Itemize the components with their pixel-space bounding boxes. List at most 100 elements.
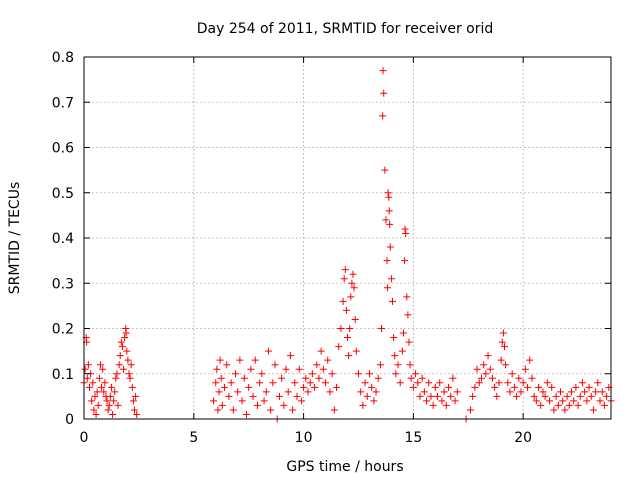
data-point [484, 352, 492, 360]
data-point [337, 325, 345, 332]
data-point [389, 297, 397, 305]
data-point [502, 361, 510, 369]
data-point [561, 406, 569, 414]
data-point [121, 334, 129, 342]
data-point [88, 397, 96, 405]
data-point [380, 89, 388, 97]
data-point [210, 397, 218, 405]
data-point [106, 392, 114, 400]
data-point [445, 383, 453, 391]
data-point [94, 401, 102, 409]
data-point [351, 315, 359, 323]
data-point [95, 374, 103, 382]
y-axis-label: SRMTID / TECUs [7, 182, 23, 295]
data-point [589, 406, 597, 414]
data-point [414, 379, 422, 387]
data-point [286, 352, 294, 360]
data-point [537, 401, 545, 409]
data-point [386, 220, 394, 228]
data-point [340, 275, 348, 283]
data-point [92, 410, 100, 418]
data-point [379, 67, 387, 75]
data-point [85, 383, 93, 391]
data-point [581, 388, 589, 396]
y-tick-label: 0.3 [52, 276, 74, 292]
data-point [399, 329, 407, 337]
data-point [442, 401, 450, 409]
data-point [225, 392, 233, 400]
data-point [475, 379, 483, 387]
data-point [392, 370, 400, 378]
data-point [539, 388, 547, 396]
data-point [567, 388, 575, 396]
data-point [104, 406, 112, 414]
data-point [493, 392, 501, 400]
data-point [466, 406, 474, 414]
data-point [556, 388, 564, 396]
data-point [519, 379, 527, 387]
data-point [131, 406, 139, 414]
y-tick-label: 0.4 [52, 231, 74, 247]
data-point [100, 388, 108, 396]
data-point [576, 392, 584, 400]
data-point [365, 370, 373, 378]
data-points [80, 67, 615, 423]
data-point [361, 379, 369, 387]
data-point [449, 374, 457, 382]
data-point [227, 379, 235, 387]
data-point [451, 397, 459, 405]
data-point [406, 361, 414, 369]
data-point [499, 329, 507, 337]
data-point [238, 397, 246, 405]
data-point [306, 379, 314, 387]
data-point [324, 356, 332, 364]
data-point [291, 379, 299, 387]
data-point [420, 388, 428, 396]
data-point [548, 383, 556, 391]
data-point [125, 370, 133, 378]
data-point [543, 379, 551, 387]
data-point [383, 284, 391, 292]
data-point [258, 370, 266, 378]
data-point [515, 374, 523, 382]
data-point [120, 365, 128, 373]
data-point [541, 392, 549, 400]
data-point [554, 401, 562, 409]
data-point [346, 325, 354, 332]
data-point [486, 365, 494, 373]
data-point [528, 374, 536, 382]
data-point [390, 334, 398, 342]
data-point [559, 397, 567, 405]
data-point [510, 383, 518, 391]
data-point [96, 361, 104, 369]
data-point [526, 356, 534, 364]
data-point [114, 401, 122, 409]
data-point [578, 379, 586, 387]
data-point [284, 388, 292, 396]
data-point [508, 370, 516, 378]
data-point [403, 293, 411, 301]
data-point [386, 243, 394, 251]
data-point [103, 397, 111, 405]
data-point [592, 388, 600, 396]
data-point [232, 370, 240, 378]
data-point [378, 325, 386, 332]
data-point [333, 383, 341, 391]
data-point [278, 374, 286, 382]
data-point [218, 401, 226, 409]
data-point [384, 189, 392, 197]
data-point [129, 397, 137, 405]
data-point [587, 392, 595, 400]
data-point [275, 392, 283, 400]
data-point [221, 383, 229, 391]
data-point [423, 397, 431, 405]
data-point [570, 397, 578, 405]
data-point [90, 406, 98, 414]
data-point [117, 338, 125, 346]
data-point [128, 383, 136, 391]
data-point [328, 370, 336, 378]
data-point [300, 383, 308, 391]
data-point [347, 293, 355, 301]
data-point [480, 361, 488, 369]
